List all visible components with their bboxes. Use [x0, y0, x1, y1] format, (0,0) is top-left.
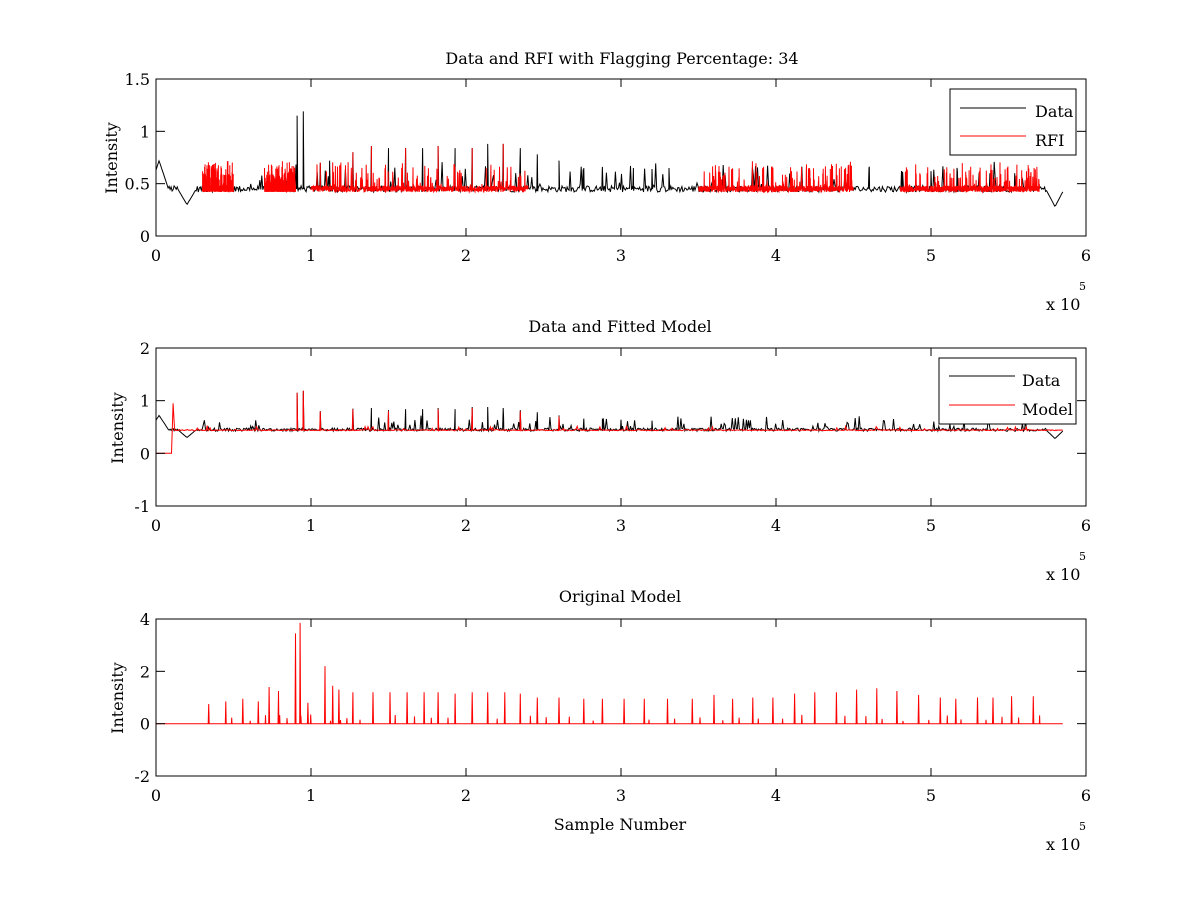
y-tick-label: 1	[140, 392, 150, 411]
y-tick-label: 4	[140, 610, 150, 629]
series-line-model	[156, 622, 1063, 725]
panel-1-axes-box	[155, 78, 1087, 237]
x-tick-label: 3	[616, 516, 626, 535]
panel-2-x-multiplier-label: x 10	[1046, 565, 1080, 584]
x-tick-label: 5	[926, 246, 936, 265]
y-tick-label: -2	[134, 767, 150, 786]
panel-2-title: Data and Fitted Model	[528, 317, 711, 336]
x-tick-label: 5	[926, 786, 936, 805]
panel-2-x-multiplier-exp: 5	[1079, 550, 1086, 563]
panel-3-title: Original Model	[559, 587, 681, 606]
panel-2-legend-box	[938, 357, 1077, 425]
x-tick-label: 5	[926, 516, 936, 535]
panel-3-x-multiplier: x 10 5	[1046, 820, 1086, 854]
panel-2-series	[155, 390, 1064, 454]
panel-3-axes-box	[155, 618, 1087, 777]
y-tick-label: 0	[140, 227, 150, 246]
y-tick-label: 1.5	[125, 70, 150, 89]
panel-3-xlabel: Sample Number	[554, 815, 687, 834]
series-line-rfi	[202, 160, 234, 193]
panel-2-axes-box	[155, 347, 1087, 507]
x-tick-label: 2	[461, 786, 471, 805]
series-line-rfi	[310, 143, 529, 194]
x-tick-label: 2	[461, 246, 471, 265]
x-tick-label: 6	[1081, 786, 1091, 805]
series-line-rfi	[698, 161, 854, 194]
x-tick-label: 2	[461, 516, 471, 535]
x-tick-label: 0	[151, 516, 161, 535]
x-tick-label: 0	[151, 786, 161, 805]
panel-1-legend-label-rfi: RFI	[1035, 131, 1064, 150]
x-tick-label: 4	[771, 516, 781, 535]
x-tick-label: 3	[616, 246, 626, 265]
x-tick-label: 3	[616, 786, 626, 805]
series-line-rfi	[899, 162, 1040, 194]
panel-1-x-multiplier: x 10 5	[1046, 280, 1086, 314]
x-tick-label: 4	[771, 246, 781, 265]
panel-2-legend-label-model: Model	[1022, 400, 1073, 419]
series-line-model	[156, 390, 1063, 454]
panel-2-x-multiplier: x 10 5	[1046, 550, 1086, 584]
panel-1-title: Data and RFI with Flagging Percentage: 3…	[445, 49, 798, 68]
x-tick-label: 4	[771, 786, 781, 805]
panel-1-legend-box	[949, 88, 1077, 156]
y-tick-label: 0	[140, 715, 150, 734]
panel-2-ylabel: Intensity	[108, 392, 127, 464]
panel-3-ylabel: Intensity	[108, 662, 127, 734]
y-tick-label: 0	[140, 444, 150, 463]
panel-1: Data and RFI with Flagging Percentage: 3…	[102, 49, 1091, 314]
panel-1-legend-label-data: Data	[1035, 102, 1074, 121]
panel-2-legend: Data Model	[938, 357, 1077, 425]
y-tick-label: -1	[134, 497, 150, 516]
panel-1-series	[155, 111, 1064, 207]
x-tick-label: 0	[151, 246, 161, 265]
panel-3-x-multiplier-label: x 10	[1046, 835, 1080, 854]
x-tick-label: 1	[306, 516, 316, 535]
panel-1-ylabel: Intensity	[102, 122, 121, 194]
x-tick-label: 6	[1081, 246, 1091, 265]
x-tick-label: 1	[306, 246, 316, 265]
panel-3-series	[156, 622, 1063, 725]
y-tick-label: 0.5	[125, 175, 150, 194]
panel-1-x-multiplier-exp: 5	[1079, 280, 1086, 293]
x-tick-label: 1	[306, 786, 316, 805]
series-line-rfi	[264, 161, 296, 194]
y-tick-label: 1	[140, 122, 150, 141]
panel-3-x-multiplier-exp: 5	[1079, 820, 1086, 833]
panel-1-legend: Data RFI	[949, 88, 1077, 156]
y-tick-label: 2	[140, 339, 150, 358]
y-tick-label: 2	[140, 662, 150, 681]
panel-2-legend-label-data: Data	[1022, 371, 1061, 390]
panel-1-x-multiplier-label: x 10	[1046, 295, 1080, 314]
x-tick-label: 6	[1081, 516, 1091, 535]
panel-2: Data and Fitted Model Intensity 0 1 2 3 4 5 6 -…	[108, 317, 1091, 584]
